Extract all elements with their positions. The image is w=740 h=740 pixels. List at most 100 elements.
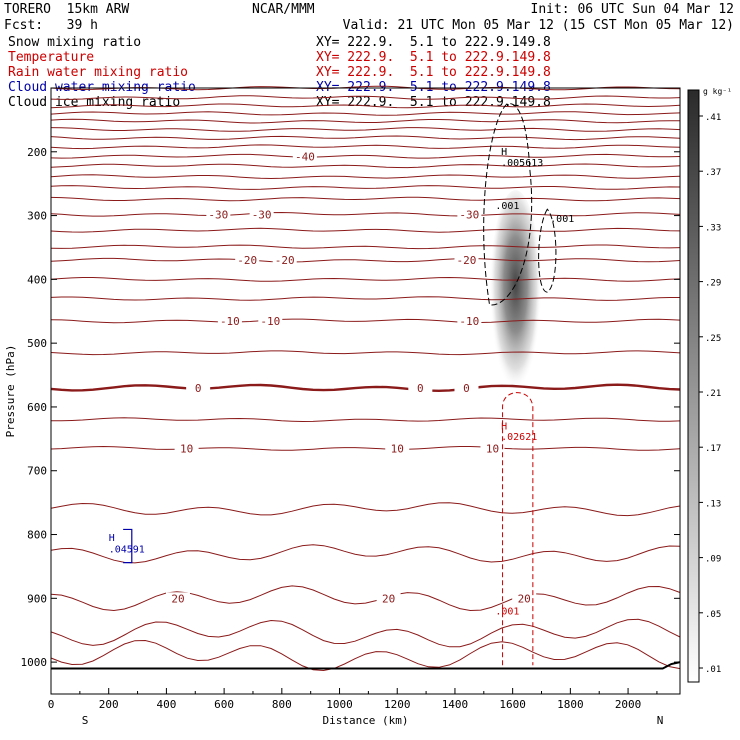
colorbar-tick-label: .41: [705, 113, 721, 123]
plot-frame: [50, 87, 681, 695]
temperature-contour: [50, 585, 681, 612]
temperature-contour: [50, 185, 681, 190]
x-tick-label: 800: [272, 698, 292, 711]
x-tick-label: 1400: [442, 698, 469, 711]
temperature-contour: [50, 144, 681, 150]
contour-annotation: .001: [495, 606, 519, 617]
temperature-contour: [50, 127, 681, 132]
y-tick-label: 900: [27, 592, 47, 605]
y-tick-label: 300: [27, 210, 47, 223]
contour-label-bg: [385, 442, 410, 455]
y-tick-label: 600: [27, 401, 47, 414]
colorbar-tick-label: .37: [705, 168, 721, 178]
y-axis-label: Pressure (hPa): [4, 345, 17, 438]
y-tick-label: 500: [27, 337, 47, 350]
center-title: NCAR/MMM: [252, 2, 315, 17]
contour-label-bg: [292, 150, 317, 163]
model-title: TORERO 15km ARW: [4, 2, 130, 17]
x-tick-label: 1000: [326, 698, 353, 711]
field-name: Snow mixing ratio: [8, 35, 142, 50]
contour-label-bg: [454, 381, 479, 394]
contour-annotation: H: [501, 421, 507, 432]
contour-label-bg: [249, 208, 274, 221]
temperature-contour: [50, 153, 681, 159]
y-tick-label: 1000: [21, 656, 48, 669]
field-xy-range: XY= 222.9. 5.1 to 222.9.149.8: [316, 50, 551, 65]
field-xy-range: XY= 222.9. 5.1 to 222.9.149.8: [316, 65, 551, 80]
temperature-contour: [50, 296, 680, 301]
temperature-contour: [50, 276, 681, 282]
x-tick-label: 2000: [615, 698, 642, 711]
contour-annotation: .02621: [501, 432, 537, 443]
x-tick-label: 0: [48, 698, 55, 711]
contour-label-bg: [408, 381, 433, 394]
temperature-contour: [50, 227, 681, 233]
snow-core-shading: [489, 190, 542, 401]
contour-label-bg: [457, 314, 482, 327]
field-name: Rain water mixing ratio: [8, 65, 189, 80]
cloud-ice-outline: [538, 208, 557, 293]
temperature-contour: [50, 383, 681, 393]
x-tick-label: 1600: [499, 698, 526, 711]
colorbar-tick-label: .09: [705, 555, 721, 565]
colorbar-tick-label: .33: [705, 223, 721, 233]
temperature-contour-label: 10: [180, 442, 193, 455]
temperature-contour-label: 10: [486, 442, 499, 455]
contour-annotation: H: [501, 147, 507, 158]
temperature-contour: [50, 244, 681, 250]
contour-label-bg: [457, 208, 482, 221]
x-tick-label: 1800: [557, 698, 584, 711]
temperature-contour: [50, 502, 681, 517]
rain-water-outline: [502, 392, 534, 666]
temperature-contour-label: -10: [260, 315, 280, 328]
temperature-contour: [50, 118, 681, 124]
y-tick-label: 700: [27, 465, 47, 478]
temperature-contour-label: -30: [208, 208, 228, 221]
temperature-contour-label: 0: [195, 382, 202, 395]
colorbar-unit-label: g kg⁻¹: [703, 87, 732, 96]
valid-time: Valid: 21 UTC Mon 05 Mar 12 (15 CST Mon …: [342, 18, 734, 33]
contour-annotation: .001: [495, 201, 519, 212]
temperature-contour: [50, 174, 681, 180]
temperature-contour: [50, 111, 681, 116]
temperature-contour-label: -10: [220, 315, 240, 328]
contour-label-bg: [258, 314, 283, 327]
temperature-contour: [50, 318, 681, 324]
snow-outline: [483, 103, 533, 306]
temperature-contour-label: -30: [252, 208, 272, 221]
x-tick-label: 400: [156, 698, 176, 711]
x-end-label-right: N: [657, 714, 664, 727]
contour-label-bg: [480, 442, 505, 455]
temperature-contour: [50, 350, 681, 356]
temperature-contour: [50, 639, 681, 672]
contour-label-bg: [454, 254, 479, 267]
temperature-contour-label: -20: [237, 254, 257, 267]
colorbar-tick-label: .21: [705, 389, 721, 399]
colorbar-tick-label: .05: [705, 610, 721, 620]
colorbar-tick-label: .29: [705, 279, 721, 289]
contour-label-bg: [235, 254, 260, 267]
temperature-contour: [50, 211, 681, 217]
temperature-contour-label: -20: [457, 254, 477, 267]
temperature-contour-label: 10: [391, 442, 404, 455]
contour-label-bg: [174, 442, 199, 455]
contour-annotation: .001: [550, 214, 574, 225]
colorbar-tick-label: .25: [705, 334, 721, 344]
temperature-contour: [50, 135, 681, 141]
contour-annotation: H: [109, 533, 115, 544]
temperature-contour-label: -10: [459, 315, 479, 328]
temperature-contour: [50, 544, 681, 564]
temperature-contour: [50, 445, 681, 451]
x-tick-label: 600: [214, 698, 234, 711]
temperature-contour: [50, 103, 681, 109]
terrain-surface-line: [51, 661, 681, 670]
contour-label-bg: [376, 592, 401, 605]
contour-label-bg: [186, 381, 211, 394]
x-tick-label: 1200: [384, 698, 411, 711]
temperature-contour: [50, 163, 681, 169]
temperature-contour: [50, 417, 681, 423]
forecast-hour: Fcst: 39 h: [4, 18, 98, 33]
contour-label-bg: [165, 592, 190, 605]
temperature-contour-label: -40: [295, 150, 315, 163]
